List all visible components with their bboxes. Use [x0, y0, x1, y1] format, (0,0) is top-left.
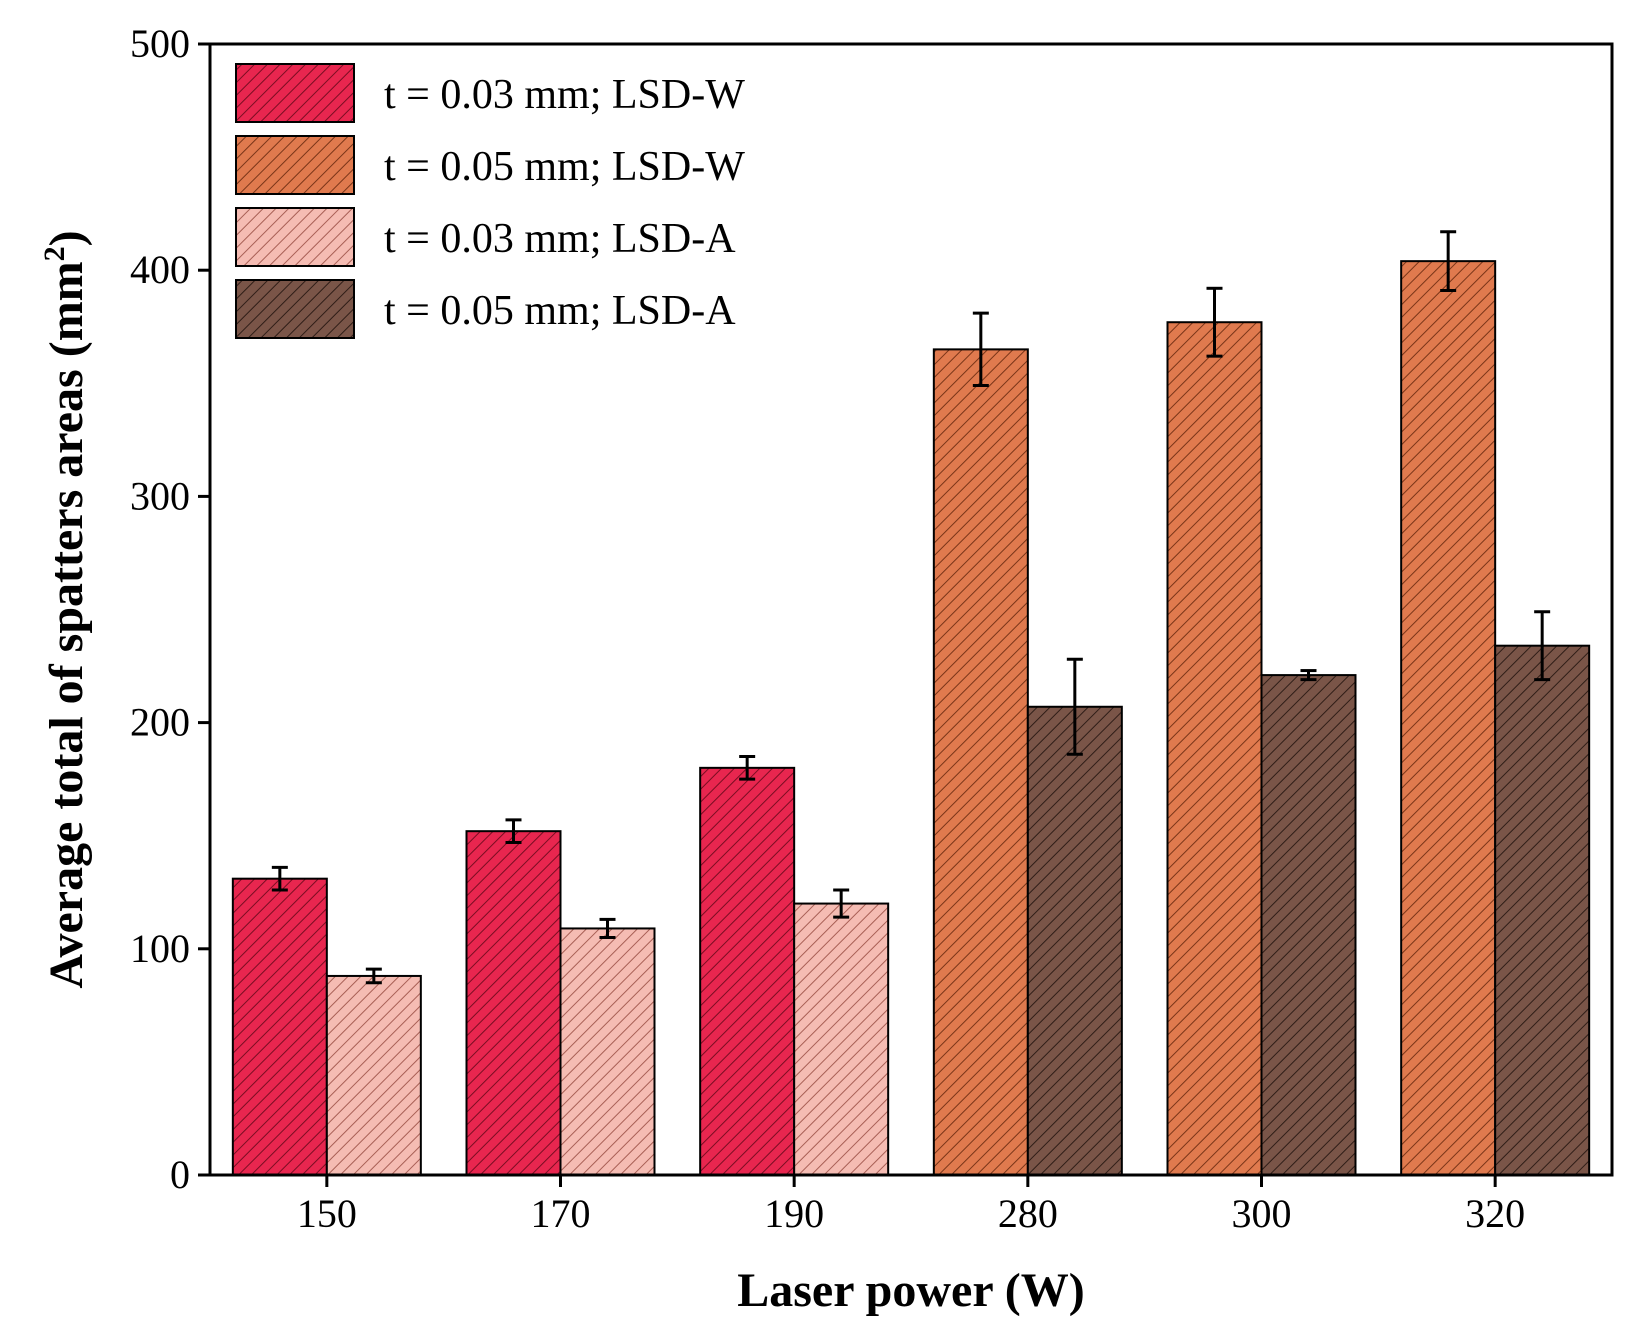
x-tick-label: 280 — [998, 1191, 1058, 1236]
bar-3-320 — [1494, 644, 1591, 1176]
bar-2-170 — [559, 927, 656, 1177]
error-bar-0-150 — [271, 865, 288, 892]
x-tick-label: 150 — [297, 1191, 357, 1236]
error-bar-1-320 — [1440, 230, 1457, 293]
y-tick-label: 500 — [130, 21, 190, 66]
error-bar-2-190 — [833, 888, 850, 919]
legend-label: t = 0.03 mm; LSD-A — [384, 216, 736, 262]
bar-1-300 — [1166, 321, 1263, 1176]
error-bar-0-170 — [505, 818, 522, 844]
bar-3-280 — [1026, 705, 1123, 1176]
ticks-layer: 0 100 200 300 400 500 150 170 190 280 300 320 — [130, 21, 1525, 1236]
bars-layer — [231, 260, 1591, 1177]
x-tick-label: 300 — [1232, 1191, 1292, 1236]
y-axis-title-main: Average total of spatters areas (mm — [40, 261, 93, 988]
y-tick-label: 300 — [130, 473, 190, 518]
error-bar-2-150 — [365, 967, 382, 985]
x-tick-label: 320 — [1465, 1191, 1525, 1236]
error-bar-1-300 — [1206, 286, 1223, 358]
y-axis-title-sup: 2 — [38, 246, 71, 261]
error-bars-layer — [271, 230, 1551, 985]
bar-0-150 — [231, 877, 328, 1176]
error-bar-0-190 — [739, 755, 756, 781]
legend-label: t = 0.05 mm; LSD-W — [384, 144, 745, 190]
legend-label: t = 0.05 mm; LSD-A — [384, 288, 736, 334]
bar-1-320 — [1400, 260, 1497, 1177]
x-tick-label: 190 — [764, 1191, 824, 1236]
error-bar-1-280 — [972, 311, 989, 388]
error-bar-3-280 — [1066, 657, 1083, 756]
x-tick-label: 170 — [531, 1191, 591, 1236]
y-tick-label: 100 — [130, 926, 190, 971]
bar-0-190 — [699, 766, 796, 1177]
legend-swatch — [235, 207, 355, 267]
bar-0-170 — [465, 830, 562, 1177]
bar-3-300 — [1260, 674, 1357, 1177]
legend-swatch — [235, 63, 355, 123]
y-tick-label: 200 — [130, 700, 190, 745]
legend: t = 0.03 mm; LSD-W t = 0.05 mm; LSD-W t = … — [235, 63, 745, 339]
error-bar-3-300 — [1300, 669, 1317, 682]
legend-swatch — [235, 135, 355, 195]
plot-frame — [208, 42, 1614, 1177]
bar-2-190 — [793, 902, 890, 1176]
x-axis-title: Laser power (W) — [737, 1264, 1085, 1317]
y-tick-label: 0 — [170, 1152, 190, 1197]
legend-swatch — [235, 279, 355, 339]
y-tick-label: 400 — [130, 247, 190, 292]
bar-1-280 — [932, 348, 1029, 1176]
y-axis-title: Average total of spatters areas (mm2) — [38, 230, 93, 988]
y-axis-title-end: ) — [40, 230, 93, 246]
bar-2-150 — [325, 974, 422, 1176]
legend-label: t = 0.03 mm; LSD-W — [384, 72, 745, 118]
error-bar-2-170 — [599, 917, 616, 939]
error-bar-3-320 — [1534, 610, 1551, 682]
